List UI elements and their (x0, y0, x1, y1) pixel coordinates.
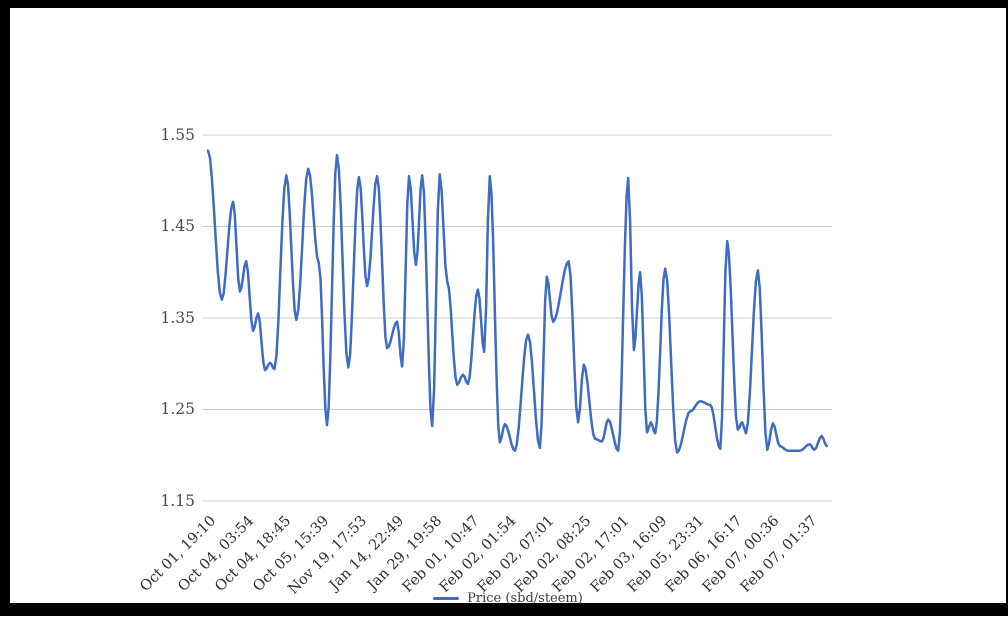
legend-series-label: Price (sbd/steem) (467, 591, 583, 606)
y-tick-label: 1.55 (160, 126, 195, 144)
chart-legend: Price (sbd/steem) (10, 591, 1006, 606)
y-tick-label: 1.45 (160, 217, 195, 235)
y-tick-label: 1.35 (160, 309, 195, 327)
plot-canvas (203, 134, 832, 502)
legend-line-swatch-icon (433, 597, 460, 600)
price-line-chart: 1.55 1.45 1.35 1.25 1.15 Oct 01, 19:10 O… (10, 8, 1006, 606)
y-tick-label: 1.25 (160, 400, 195, 418)
price-line-series (206, 149, 828, 454)
gridlines-group (203, 134, 832, 502)
y-tick-label: 1.15 (160, 492, 195, 510)
